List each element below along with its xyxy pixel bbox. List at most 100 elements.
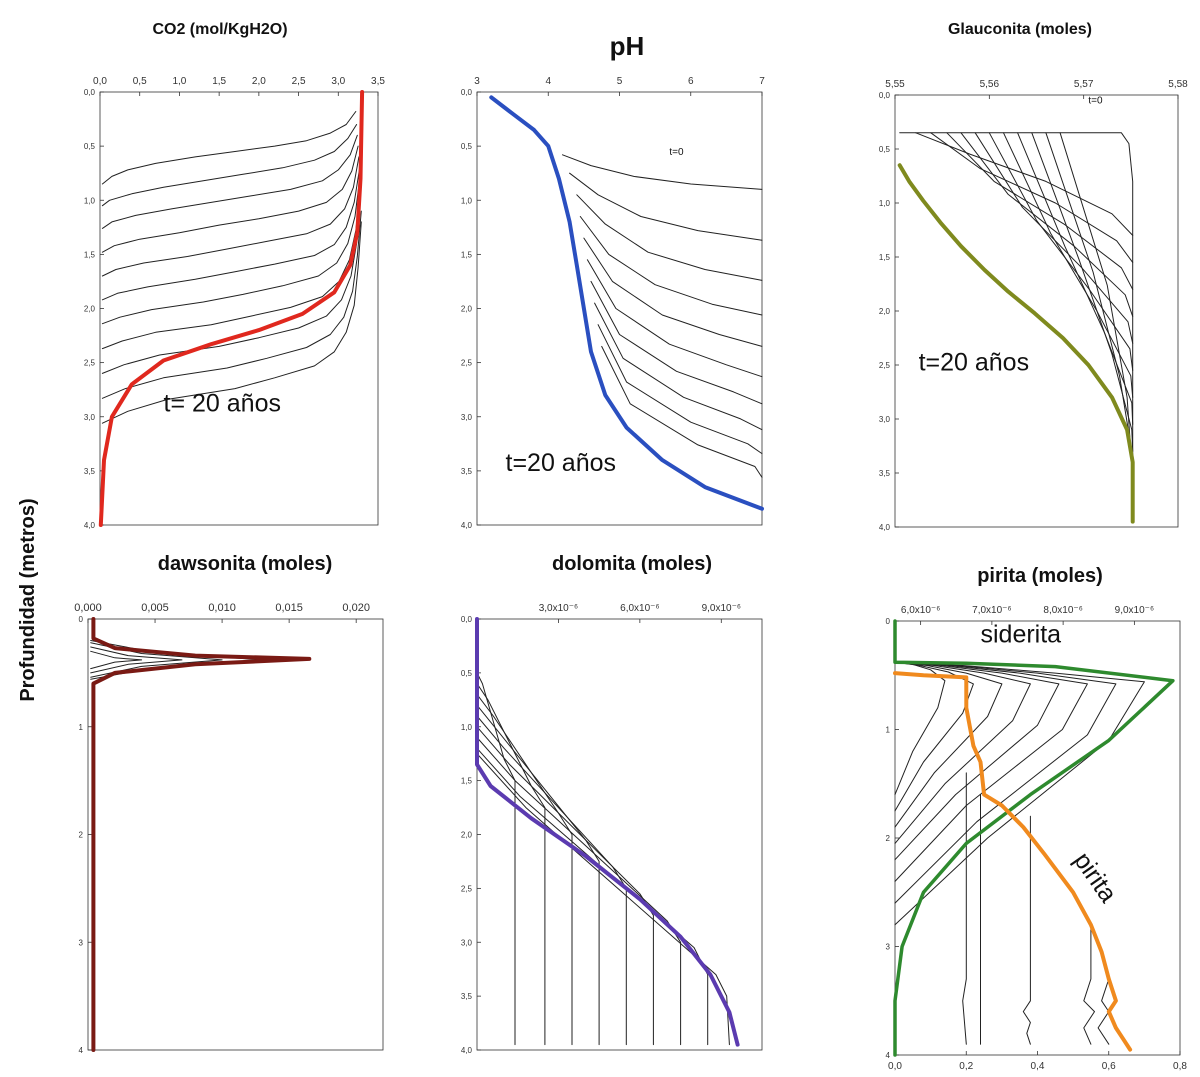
series-line xyxy=(576,194,763,281)
x-tick-bottom-label: 0,2 xyxy=(959,1061,973,1072)
y-tick-label: 2 xyxy=(886,834,891,843)
x-tick-bottom-label: 0,0 xyxy=(888,1061,902,1072)
y-tick-label: 0 xyxy=(886,617,891,626)
x-tick-label: 1,0 xyxy=(172,76,186,87)
y-tick-label: 1,0 xyxy=(461,723,473,732)
series-line-highlight xyxy=(897,163,1135,524)
series-line xyxy=(601,345,763,478)
y-tick-label: 2,0 xyxy=(461,305,473,314)
y-tick-label: 1,5 xyxy=(84,250,96,259)
y-tick-label: 3,0 xyxy=(461,413,473,422)
series-line xyxy=(476,683,546,1046)
y-tick-label: 3,0 xyxy=(879,415,891,424)
series-line xyxy=(597,324,763,455)
y-tick-label: 1,5 xyxy=(461,250,473,259)
series-line xyxy=(101,178,361,325)
series-line xyxy=(101,134,358,229)
y-tick-label: 0 xyxy=(79,615,84,624)
x-tick-label: 3,0 xyxy=(331,76,345,87)
x-tick-label: 8,0x10⁻⁶ xyxy=(1043,605,1082,616)
x-tick-label: 5,58 xyxy=(1168,79,1188,90)
y-tick-label: 0,5 xyxy=(461,142,473,151)
plot-frame xyxy=(476,618,763,1051)
plot-frame xyxy=(99,91,379,526)
x-tick-bottom-label: 0,6 xyxy=(1102,1061,1116,1072)
y-tick-label: 1,5 xyxy=(879,253,891,262)
series-line xyxy=(894,661,1060,861)
annotation: t=20 años xyxy=(919,348,1030,376)
panel-5: dolomita (moles) 0,0 0,5 1,0 1,5 2,0 2,5 3,0 3,5… xyxy=(461,553,763,1055)
series-line xyxy=(476,726,654,1046)
y-tick-label: 0,5 xyxy=(84,142,96,151)
y-tick-label: 3,5 xyxy=(84,467,96,476)
series-line xyxy=(894,661,1003,828)
x-tick-label: 9,0x10⁻⁶ xyxy=(702,603,741,614)
series-line xyxy=(101,156,360,277)
series-line xyxy=(476,737,682,1046)
series-line xyxy=(476,704,600,1046)
series-line xyxy=(476,747,709,1046)
x-tick-label: 4 xyxy=(545,76,551,87)
panel-2: pH 0,0 0,5 1,0 1,5 2,0 2,5 3,0 3,5 4,0 3 4 5 6 7 t=0 t=2… xyxy=(461,31,765,530)
x-tick-label: 0,000 xyxy=(74,602,102,614)
plot-frame xyxy=(894,94,1179,528)
series-line xyxy=(101,210,362,399)
x-tick-label: 0,020 xyxy=(342,602,370,614)
y-tick-label: 2,5 xyxy=(84,359,96,368)
series-line xyxy=(1031,132,1134,452)
y-tick-label: 1,0 xyxy=(461,196,473,205)
y-tick-label: 4,0 xyxy=(461,1046,473,1055)
panel-3: Glauconita (moles) 0,0 0,5 1,0 1,5 2,0 2,5 3,0 3… xyxy=(879,21,1188,532)
x-tick-label: 0,5 xyxy=(133,76,147,87)
y-tick-label: 0,0 xyxy=(84,88,96,97)
x-tick-label: 5 xyxy=(617,76,623,87)
x-tick-label: 0,015 xyxy=(275,602,303,614)
series-line xyxy=(101,145,359,253)
series-line xyxy=(101,199,361,374)
series-line xyxy=(579,216,763,316)
series-line xyxy=(930,132,1134,263)
chart-title: dawsonita (moles) xyxy=(158,553,332,575)
y-tick-label: 3 xyxy=(886,943,891,952)
series-line xyxy=(946,132,1134,290)
series-line xyxy=(894,661,946,796)
annotation: t=0 xyxy=(1088,96,1103,107)
annotation: t=20 años xyxy=(506,449,617,477)
y-tick-label: 0,0 xyxy=(461,88,473,97)
y-tick-label: 0,5 xyxy=(461,669,473,678)
y-tick-label: 2,0 xyxy=(84,305,96,314)
series-line xyxy=(583,237,763,347)
y-tick-label: 1,0 xyxy=(84,196,96,205)
x-tick-label: 9,0x10⁻⁶ xyxy=(1115,605,1154,616)
series-line xyxy=(90,646,183,674)
y-tick-label: 0,0 xyxy=(879,91,891,100)
series-line xyxy=(894,661,1031,844)
series-line-highlight xyxy=(91,617,312,1052)
series-line xyxy=(590,280,763,405)
y-tick-label: 2,0 xyxy=(879,307,891,316)
chart-title: pirita (moles) xyxy=(977,565,1103,587)
annotation: siderita xyxy=(981,621,1062,649)
x-tick-label: 0,005 xyxy=(141,602,169,614)
y-tick-label: 2,5 xyxy=(879,361,891,370)
y-tick-label: 1,5 xyxy=(461,777,473,786)
series-line-highlight xyxy=(489,95,764,511)
y-tick-label: 4,0 xyxy=(84,521,96,530)
chart-title: pH xyxy=(610,31,645,61)
series-line xyxy=(586,259,763,378)
series-line-highlight xyxy=(475,617,740,1047)
y-tick-label: 1 xyxy=(886,726,891,735)
x-tick-label: 6,0x10⁻⁶ xyxy=(901,605,940,616)
shared-ylabel: Profundidad (metros) xyxy=(17,498,39,701)
x-tick-label: 7,0x10⁻⁶ xyxy=(972,605,1011,616)
series-line xyxy=(476,693,573,1046)
x-tick-label: 3,0x10⁻⁶ xyxy=(539,603,578,614)
chart-title: CO2 (mol/KgH2O) xyxy=(152,21,287,38)
x-tick-bottom-label: 0,8 xyxy=(1173,1061,1187,1072)
y-tick-label: 3,0 xyxy=(84,413,96,422)
x-tick-label: 5,55 xyxy=(885,79,905,90)
y-tick-label: 4 xyxy=(886,1051,891,1060)
series-line xyxy=(894,661,1088,882)
x-tick-label: 2,0 xyxy=(252,76,266,87)
